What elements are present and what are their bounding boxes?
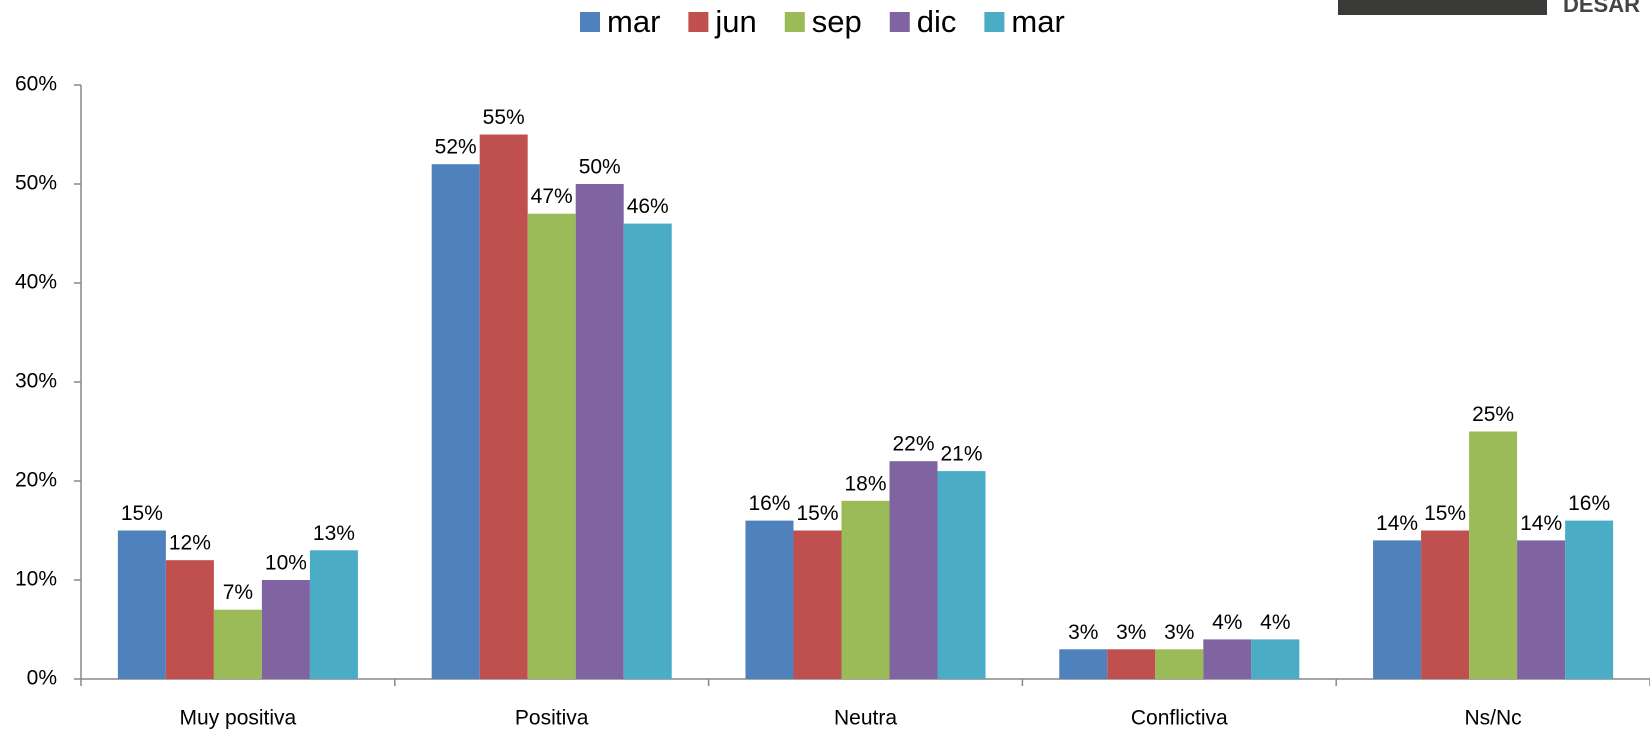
bar <box>575 184 624 679</box>
legend-swatch <box>784 12 805 32</box>
bar <box>1059 649 1108 679</box>
legend-label: jun <box>714 4 756 39</box>
x-tick-label: Conflictiva <box>1131 707 1228 730</box>
bar <box>841 500 890 679</box>
y-tick-label: 10% <box>15 568 57 591</box>
bar <box>213 609 262 679</box>
bar <box>745 520 794 679</box>
data-label: 13% <box>313 522 355 545</box>
data-label: 46% <box>627 195 669 218</box>
data-label: 4% <box>1260 611 1290 634</box>
x-tick-label: Neutra <box>834 707 897 730</box>
bar <box>1373 540 1422 679</box>
data-label: 16% <box>1568 492 1610 515</box>
y-tick-label: 20% <box>15 469 57 492</box>
bar <box>1469 431 1518 679</box>
bar <box>527 213 576 679</box>
data-label: 14% <box>1376 512 1418 535</box>
legend-label: mar <box>1011 4 1064 39</box>
bar <box>937 471 986 679</box>
bar <box>1565 520 1614 679</box>
y-tick-label: 40% <box>15 271 57 294</box>
bar <box>1203 639 1252 679</box>
x-tick-label: Muy positiva <box>180 707 297 730</box>
y-tick-label: 0% <box>27 667 57 690</box>
data-label: 12% <box>169 532 211 555</box>
bar <box>889 461 938 679</box>
bar <box>309 550 358 679</box>
data-label: 7% <box>223 581 253 604</box>
data-label: 18% <box>844 472 886 495</box>
bar <box>1421 530 1470 679</box>
logo-bar <box>1338 0 1547 15</box>
legend: mar jun sep dic mar <box>580 4 1065 39</box>
data-label: 15% <box>1424 502 1466 525</box>
data-label: 21% <box>941 443 983 466</box>
legend-swatch <box>688 12 709 32</box>
bar <box>261 580 310 679</box>
data-label: 50% <box>579 156 621 179</box>
bar <box>1155 649 1204 679</box>
bar <box>165 560 214 679</box>
legend-swatch <box>889 12 910 32</box>
data-label: 52% <box>435 136 477 159</box>
data-label: 4% <box>1212 611 1242 634</box>
data-label: 55% <box>483 106 525 129</box>
legend-label: mar <box>607 4 660 39</box>
y-tick-label: 50% <box>15 172 57 195</box>
data-label: 3% <box>1164 621 1194 644</box>
data-label: 15% <box>121 502 163 525</box>
data-label: 47% <box>531 185 573 208</box>
bar <box>431 164 480 679</box>
data-label: 3% <box>1068 621 1098 644</box>
bar <box>479 134 528 679</box>
bar <box>1251 639 1300 679</box>
legend-label: sep <box>812 4 862 39</box>
data-label: 3% <box>1116 621 1146 644</box>
bar <box>1517 540 1566 679</box>
y-tick-label: 60% <box>15 73 57 96</box>
bar <box>793 530 842 679</box>
bar <box>1107 649 1156 679</box>
data-label: 16% <box>748 492 790 515</box>
legend-swatch <box>984 12 1005 32</box>
bar <box>117 530 166 679</box>
logo-text: DESAR <box>1563 0 1640 17</box>
x-tick-label: Positiva <box>515 707 589 730</box>
data-label: 15% <box>796 502 838 525</box>
data-label: 14% <box>1520 512 1562 535</box>
data-label: 22% <box>892 433 934 456</box>
data-label: 10% <box>265 552 307 575</box>
bar <box>623 223 672 679</box>
x-tick-label: Ns/Nc <box>1465 707 1522 730</box>
legend-swatch <box>580 12 600 32</box>
legend-label: dic <box>917 4 957 39</box>
y-tick-label: 30% <box>15 370 57 393</box>
data-label: 25% <box>1472 403 1514 426</box>
